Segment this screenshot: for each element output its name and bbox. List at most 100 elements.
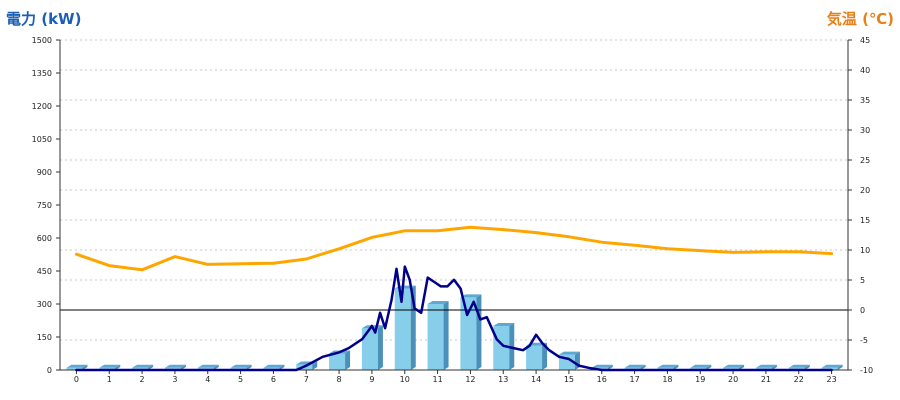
right-tick-label: 0	[860, 306, 865, 315]
power-bar-front	[427, 304, 444, 370]
right-tick-label: 40	[860, 66, 870, 75]
power-bar-top	[230, 364, 252, 368]
power-bar-side	[345, 350, 351, 370]
left-tick-label: 1500	[32, 36, 52, 45]
right-tick-label: -5	[860, 336, 868, 345]
power-bar-side	[213, 364, 219, 370]
right-tick-label: 35	[860, 96, 870, 105]
power-bar-top	[164, 364, 186, 368]
x-tick-label: 1	[107, 375, 112, 384]
power-bar-side	[115, 364, 121, 370]
right-tick-label: -10	[860, 366, 873, 375]
left-tick-label: 750	[37, 201, 52, 210]
x-tick-label: 18	[662, 375, 672, 384]
power-bar-top	[723, 364, 745, 368]
power-bar-top	[591, 364, 613, 368]
power-bar-side	[476, 294, 482, 370]
left-axis-title: 電力 (kW)	[6, 10, 82, 28]
right-tick-label: 25	[860, 156, 870, 165]
power-bar-side	[804, 364, 810, 370]
x-tick-label: 6	[271, 375, 276, 384]
power-bar-side	[180, 364, 186, 370]
power-bar-top	[197, 364, 219, 368]
right-tick-label: 15	[860, 216, 870, 225]
power-bar-top	[99, 364, 121, 368]
x-tick-label: 3	[172, 375, 177, 384]
right-tick-label: 30	[860, 126, 870, 135]
right-tick-label: 20	[860, 186, 870, 195]
power-bar-side	[640, 364, 646, 370]
x-tick-label: 14	[531, 375, 541, 384]
power-bar-side	[673, 364, 679, 370]
right-tick-label: 5	[860, 276, 865, 285]
x-tick-label: 9	[369, 375, 374, 384]
left-tick-label: 1350	[32, 69, 52, 78]
left-tick-label: 1200	[32, 102, 52, 111]
power-bar-top	[657, 364, 679, 368]
power-bar-side	[148, 364, 154, 370]
power-bar	[329, 350, 351, 370]
power-bar-top	[263, 364, 285, 368]
power-bar-front	[526, 345, 543, 370]
power-bar	[361, 325, 383, 370]
power-bar-side	[377, 325, 383, 370]
power-bar-front	[66, 367, 83, 370]
x-tick-label: 19	[695, 375, 705, 384]
power-bar-front	[493, 326, 510, 370]
power-bar-side	[706, 364, 712, 370]
power-bar-top	[788, 364, 810, 368]
power-bar-front	[460, 297, 477, 370]
x-tick-label: 16	[597, 375, 607, 384]
left-tick-label: 150	[37, 333, 52, 342]
power-line	[75, 265, 833, 372]
x-tick-label: 21	[761, 375, 771, 384]
x-tick-label: 11	[432, 375, 442, 384]
x-tick-label: 22	[794, 375, 804, 384]
right-axis-title: 気温 (℃)	[826, 10, 894, 28]
power-bar-top	[755, 364, 777, 368]
power-bar-side	[443, 301, 449, 370]
power-bar-top	[624, 364, 646, 368]
power-bar-side	[771, 364, 777, 370]
power-bar-top	[558, 351, 580, 355]
power-bar-top	[821, 364, 843, 368]
power-bar-side	[542, 342, 548, 370]
x-tick-label: 13	[498, 375, 508, 384]
power-bar-front	[394, 288, 411, 370]
temperature-line	[74, 225, 834, 272]
left-tick-label: 0	[47, 366, 52, 375]
x-tick-label: 17	[629, 375, 639, 384]
power-bar-top	[427, 301, 449, 304]
power-bar-side	[279, 364, 285, 370]
power-bar-side	[82, 364, 88, 370]
power-bar-top	[460, 294, 482, 298]
x-tick-label: 15	[564, 375, 574, 384]
right-tick-label: 10	[860, 246, 870, 255]
left-tick-label: 300	[37, 300, 52, 309]
x-tick-label: 10	[400, 375, 410, 384]
power-bar-top	[690, 364, 712, 368]
left-tick-label: 450	[37, 267, 52, 276]
power-bar-side	[312, 361, 318, 370]
x-tick-label: 7	[304, 375, 309, 384]
x-tick-label: 0	[74, 375, 79, 384]
power-bar-side	[574, 351, 580, 370]
right-tick-label: 45	[860, 36, 870, 45]
power-bar-side	[607, 364, 613, 370]
left-tick-label: 600	[37, 234, 52, 243]
power-bar-front	[329, 353, 346, 370]
x-tick-label: 4	[205, 375, 210, 384]
x-tick-label: 8	[337, 375, 342, 384]
power-bar-side	[739, 364, 745, 370]
power-bar-side	[246, 364, 252, 370]
power-bar	[427, 301, 449, 370]
power-bar-top	[66, 364, 88, 368]
power-bar	[66, 364, 88, 370]
x-tick-label: 12	[465, 375, 475, 384]
x-tick-label: 20	[728, 375, 738, 384]
power-bar-top	[493, 323, 515, 326]
power-bar-front	[361, 328, 378, 370]
x-tick-label: 23	[826, 375, 836, 384]
power-bar-side	[837, 364, 843, 370]
